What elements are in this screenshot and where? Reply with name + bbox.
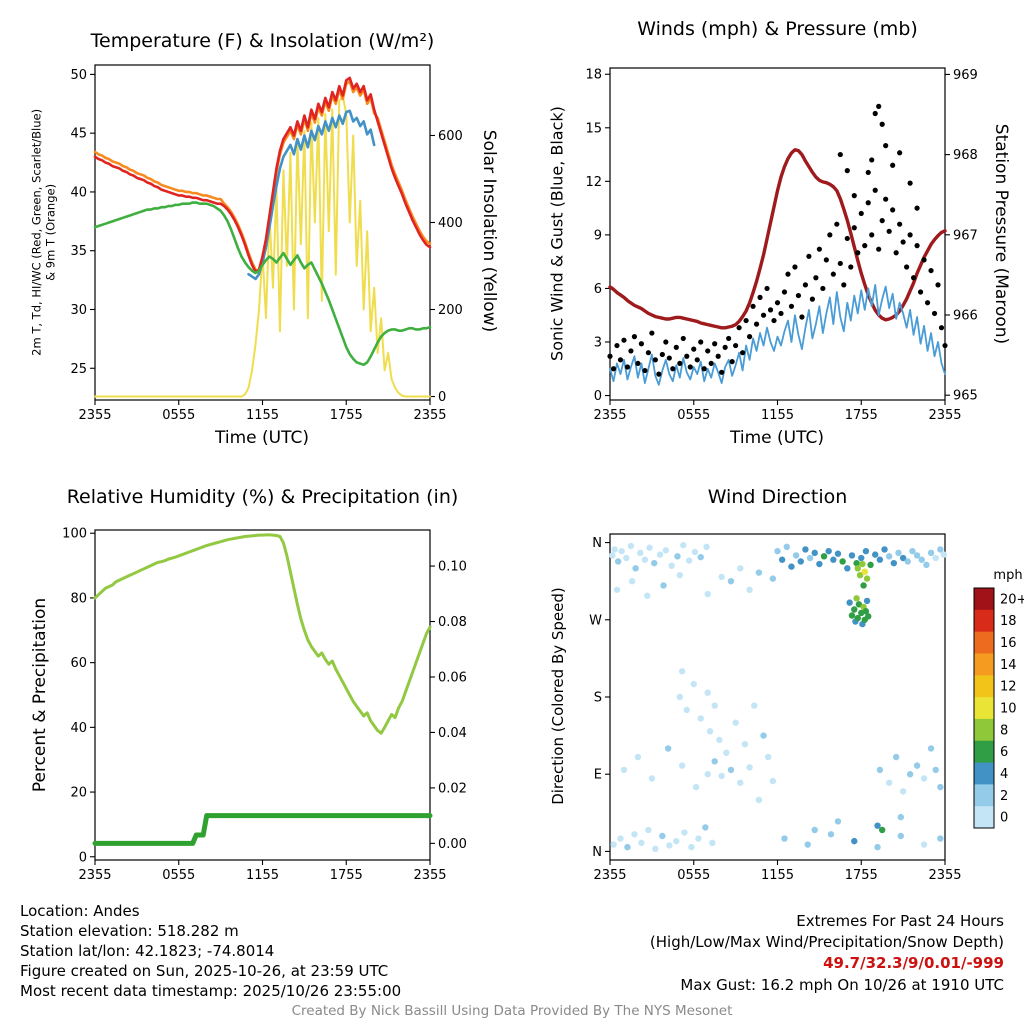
direction-left-axis-label: Direction (Colored By Speed) xyxy=(549,587,567,805)
footer-elevation: Station elevation: 518.282 m xyxy=(20,922,239,940)
chart-title-temperature: Temperature (F) & Insolation (W/m²) xyxy=(90,30,435,52)
wind-direction-chart xyxy=(512,472,1024,892)
temp-left-axis-label-line1: 2m T, Td, HI/WC (Red, Green, Scarlet/Blu… xyxy=(29,108,44,356)
footer-latlon: Station lat/lon: 42.1823; -74.8014 xyxy=(20,942,275,960)
humidity-left-axis-label: Percent & Precipitation xyxy=(30,597,50,793)
humidity-precip-chart xyxy=(0,472,512,892)
footer-location: Location: Andes xyxy=(20,902,140,920)
temp-x-axis-label: Time (UTC) xyxy=(215,428,309,448)
extremes-subheading: (High/Low/Max Wind/Precipitation/Snow De… xyxy=(649,933,1004,951)
winds-pressure-chart xyxy=(512,0,1024,462)
credit-line: Created By Nick Bassill Using Data Provi… xyxy=(291,1003,733,1019)
pressure-right-axis-label: Station Pressure (Maroon) xyxy=(991,123,1011,345)
chart-title-winds: Winds (mph) & Pressure (mb) xyxy=(637,18,918,40)
insolation-right-axis-label: Solar Insolation (Yellow) xyxy=(479,129,499,333)
footer-created: Figure created on Sun, 2025-10-26, at 23… xyxy=(20,962,389,980)
chart-title-wind-direction: Wind Direction xyxy=(707,486,848,508)
temperature-insolation-chart xyxy=(0,0,512,462)
max-gust-text: Max Gust: 16.2 mph On 10/26 at 1910 UTC xyxy=(680,976,1004,994)
extremes-heading: Extremes For Past 24 Hours xyxy=(796,912,1004,930)
extremes-values: 49.7/32.3/9/0.01/-999 xyxy=(823,954,1004,972)
wind-left-axis-label: Sonic Wind & Gust (Blue, Black) xyxy=(547,106,567,361)
footer-timestamp: Most recent data timestamp: 2025/10/26 2… xyxy=(20,982,402,1000)
wind-x-axis-label: Time (UTC) xyxy=(730,428,824,448)
temp-left-axis-label-line2: & 9m T (Orange) xyxy=(44,183,58,281)
temp-left-axis-label: 2m T, Td, HI/WC (Red, Green, Scarlet/Blu… xyxy=(30,62,59,402)
chart-title-humidity: Relative Humidity (%) & Precipitation (i… xyxy=(66,486,459,508)
